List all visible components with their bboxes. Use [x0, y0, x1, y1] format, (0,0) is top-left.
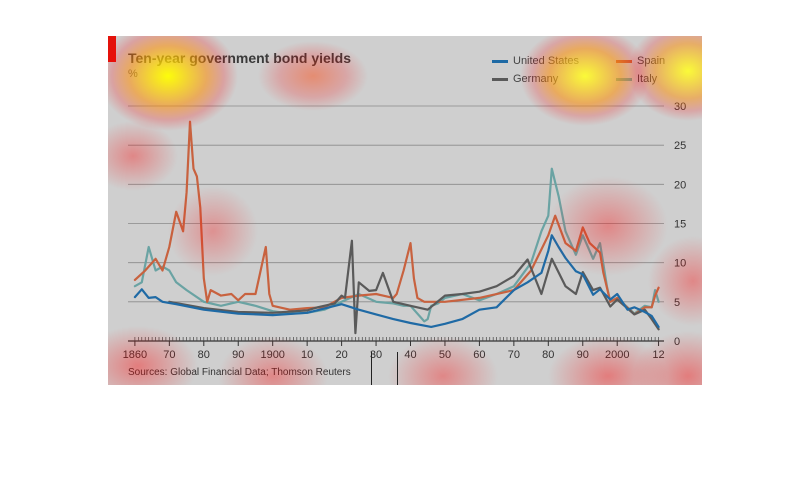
x-tick-label: 70 — [508, 349, 520, 361]
x-tick-label: 1860 — [123, 349, 147, 361]
series-line-united-states — [133, 234, 660, 328]
legend-item-3: Italy — [616, 73, 657, 85]
legend-swatch-1 — [492, 77, 508, 81]
x-tick-label: 80 — [542, 349, 554, 361]
y-tick-label: 30 — [674, 101, 686, 113]
y-tick-label: 5 — [674, 297, 680, 309]
legend-swatch-0 — [492, 59, 508, 63]
y-tick-label: 0 — [674, 336, 680, 348]
legend-label-0: United States — [513, 55, 580, 67]
legend-label-2: Spain — [637, 55, 666, 67]
x-tick-label: 10 — [301, 349, 313, 361]
x-tick-label: 40 — [404, 349, 416, 361]
legend-item-1: Germany — [492, 73, 558, 85]
chart-panel: 0 5 10 15 20 25 30 1860 70 80 90 1900 10 20 30 40 50 60 70… — [108, 36, 702, 385]
x-tick-label: 90 — [232, 349, 244, 361]
legend-label-1: Germany — [513, 73, 559, 85]
legend-swatch-3 — [616, 77, 632, 81]
x-tick-label: 2000 — [605, 349, 629, 361]
y-tick-label: 15 — [674, 219, 686, 231]
x-tick-label: 70 — [163, 349, 175, 361]
x-tick-label: 80 — [198, 349, 210, 361]
legend-label-3: Italy — [637, 73, 658, 85]
chart-legend: United States Germany Spain Italy — [492, 55, 692, 91]
y-tick-label: 25 — [674, 140, 686, 152]
x-tick-label: 50 — [439, 349, 451, 361]
x-tick-label: 90 — [577, 349, 589, 361]
chart-unit: % — [128, 68, 138, 80]
legend-swatch-2 — [616, 59, 632, 63]
chart-source: Sources: Global Financial Data; Thomson … — [128, 367, 351, 378]
x-tick-label: 30 — [370, 349, 382, 361]
cursor-line — [371, 352, 372, 385]
x-tick-label: 60 — [473, 349, 485, 361]
series-line-germany — [168, 239, 660, 335]
legend-item-0: United States — [492, 55, 579, 67]
series-line-italy — [133, 167, 660, 323]
y-tick-label: 20 — [674, 179, 686, 191]
x-tick-label: 1900 — [260, 349, 284, 361]
series-line-spain — [133, 120, 660, 316]
legend-item-2: Spain — [616, 55, 665, 67]
cursor-line — [397, 352, 398, 385]
y-tick-label: 10 — [674, 258, 686, 270]
x-tick-label: 20 — [335, 349, 347, 361]
x-tick-label: 12 — [652, 349, 664, 361]
chart-title: Ten-year government bond yields — [128, 50, 352, 66]
